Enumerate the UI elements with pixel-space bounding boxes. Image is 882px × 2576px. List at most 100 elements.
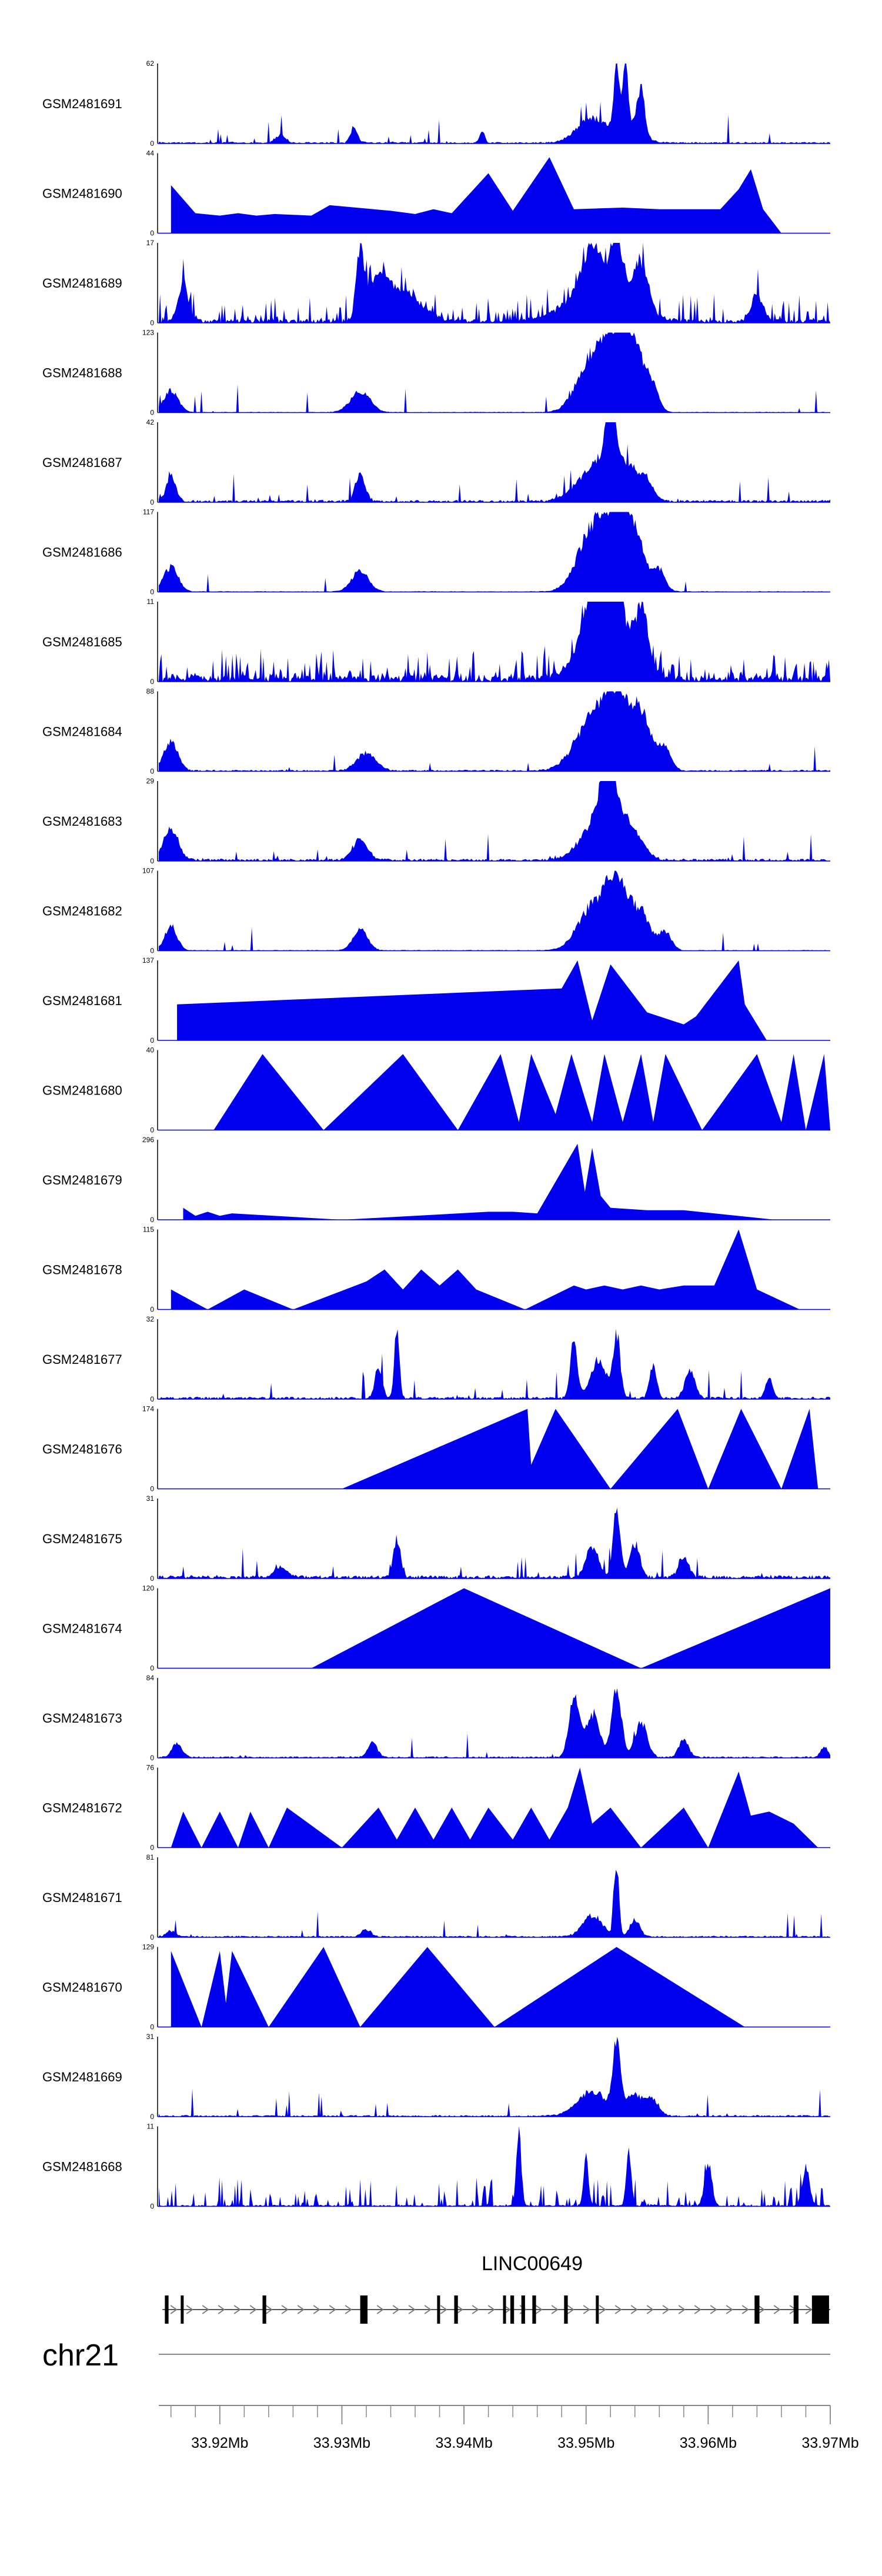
coverage-area [159,64,830,144]
strand-arrow-icon [694,2305,701,2314]
track-ymin-label: 0 [150,1395,154,1403]
strand-arrow-icon [662,2305,670,2314]
exon-block [181,2295,184,2324]
coverage-area [159,2126,830,2207]
track-ymin-label: 0 [150,857,154,865]
axis-tick-label: 33.96Mb [680,2435,737,2451]
track-ymin-label: 0 [150,319,154,327]
coverage-area [311,1588,830,1669]
track-label: GSM2481675 [42,1531,122,1546]
track-GSM2481668: GSM2481668 11 0 [42,2123,830,2211]
strand-arrow-icon [249,2305,257,2314]
strand-arrow-icon [487,2305,495,2314]
track-GSM2481679: GSM2481679 296 0 [42,1136,830,1224]
coverage-area [171,1767,818,1848]
gene-strand-arrows [170,2305,813,2314]
exon-block [503,2295,506,2324]
exon-block [754,2295,760,2324]
coverage-area [159,1329,830,1399]
strand-arrow-icon [535,2305,543,2314]
track-label: GSM2481685 [42,635,122,649]
exon-block [564,2295,568,2324]
track-GSM2481672: GSM2481672 76 0 [42,1764,830,1852]
track-ymax-label: 129 [142,1943,154,1951]
strand-arrow-icon [202,2305,209,2314]
track-ymin-label: 0 [150,678,154,686]
track-ymin-label: 0 [150,1754,154,1762]
exon-block [360,2295,368,2324]
track-label: GSM2481689 [42,276,122,291]
track-label: GSM2481672 [42,1801,122,1816]
track-ymax-label: 120 [142,1584,154,1593]
track-GSM2481687: GSM2481687 42 0 [42,418,830,506]
track-ymin-label: 0 [150,1126,154,1134]
track-ymin-label: 0 [150,1306,154,1314]
track-GSM2481675: GSM2481675 31 0 [42,1494,830,1583]
track-GSM2481682: GSM2481682 107 0 [42,867,830,955]
strand-arrow-icon [583,2305,590,2314]
track-ymin-label: 0 [150,409,154,417]
track-ymin-label: 0 [150,1574,154,1583]
strand-arrow-icon [281,2305,289,2314]
coverage-area [159,1688,830,1758]
track-label: GSM2481682 [42,904,122,919]
coverage-area [213,1054,830,1130]
exon-block [262,2295,266,2324]
strand-arrow-icon [408,2305,416,2314]
exon-block [454,2295,458,2324]
coverage-area [159,781,830,861]
track-ymin-label: 0 [150,229,154,238]
track-GSM2481670: GSM2481670 129 0 [42,1943,830,2031]
track-GSM2481678: GSM2481678 115 0 [42,1226,830,1314]
strand-arrow-icon [297,2305,305,2314]
coverage-area [159,691,830,772]
chromosome-label: chr21 [42,2338,119,2373]
track-GSM2481684: GSM2481684 88 0 [42,688,830,776]
track-GSM2481691: GSM2481691 62 0 [42,59,830,148]
exon-block [510,2295,514,2324]
coverage-area [159,2037,830,2117]
track-ymax-label: 123 [142,329,154,337]
track-ymax-label: 32 [146,1315,155,1323]
track-label: GSM2481681 [42,993,122,1008]
track-GSM2481669: GSM2481669 31 0 [42,2033,830,2121]
axis-tick-label: 33.97Mb [801,2435,858,2451]
track-ymin-label: 0 [150,139,154,148]
strand-arrow-icon [265,2305,273,2314]
track-label: GSM2481690 [42,186,122,201]
coverage-area [159,512,830,592]
track-GSM2481683: GSM2481683 29 0 [42,777,830,865]
track-label: GSM2481683 [42,814,122,829]
track-ymin-label: 0 [150,1036,154,1045]
track-label: GSM2481679 [42,1173,122,1187]
coverage-area [342,1409,818,1489]
track-GSM2481673: GSM2481673 84 0 [42,1674,830,1762]
track-ymin-label: 0 [150,498,154,506]
strand-arrow-icon [599,2305,606,2314]
track-label: GSM2481691 [42,96,122,111]
coverage-area [159,602,830,682]
coverage-area [159,870,830,951]
strand-arrow-icon [218,2305,225,2314]
track-label: GSM2481687 [42,455,122,470]
track-ymax-label: 31 [146,1494,155,1503]
track-ymax-label: 31 [146,2033,155,2041]
track-ymax-label: 117 [143,508,154,516]
track-ymin-label: 0 [150,1664,154,1673]
track-label: GSM2481673 [42,1711,122,1726]
track-GSM2481680: GSM2481680 40 0 [42,1046,830,1134]
track-ymax-label: 137 [142,956,154,965]
track-ymax-label: 62 [146,59,155,68]
coverage-area [159,422,830,502]
coverage-area [159,243,830,323]
strand-arrow-icon [233,2305,241,2314]
strand-arrow-icon [551,2305,559,2314]
track-label: GSM2481686 [42,545,122,560]
coverage-area [159,332,830,413]
track-GSM2481674: GSM2481674 120 0 [42,1584,830,1673]
strand-arrow-icon [472,2305,479,2314]
genome-axis-track: chr21 33.92Mb 33.93Mb 33.94Mb 33.95Mb 33.96M… [42,2338,859,2451]
axis-tick-labels: 33.92Mb 33.93Mb 33.94Mb 33.95Mb 33.96Mb 33.97… [191,2435,858,2451]
coverage-area [171,1947,745,2027]
